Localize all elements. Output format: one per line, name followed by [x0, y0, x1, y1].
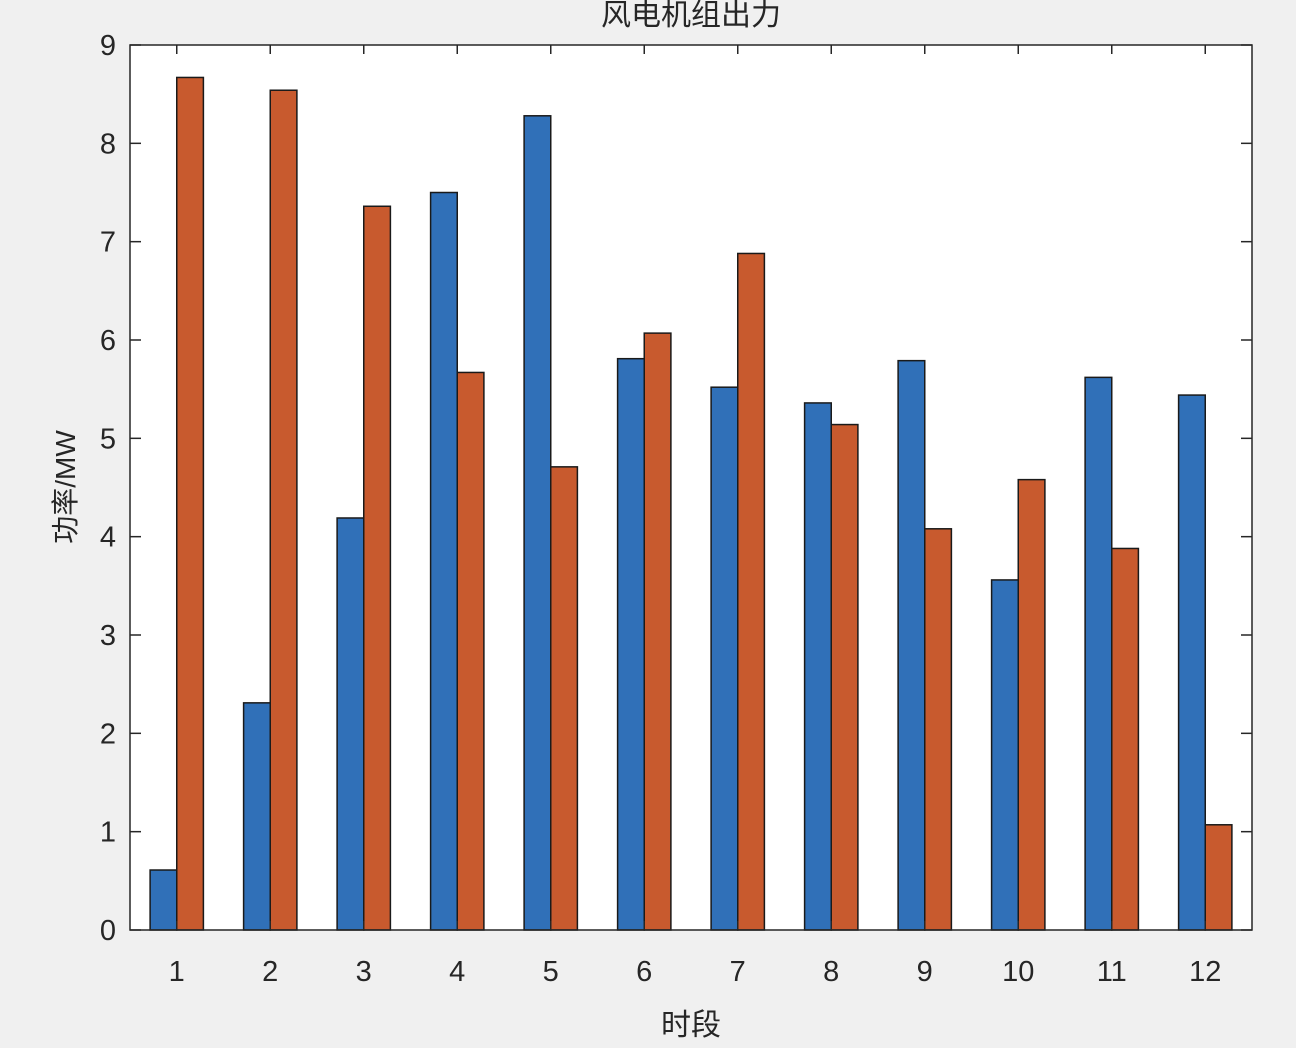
bars-group: [149, 76, 1233, 931]
y-tick-label: 2: [100, 718, 116, 750]
bar-series2-8: [830, 423, 859, 931]
bar-series2-2: [269, 89, 298, 931]
bar-series2-6: [643, 332, 672, 931]
bar-series1-12: [1177, 394, 1207, 931]
bar-series1-8: [803, 402, 832, 931]
y-tick-label: 9: [100, 30, 116, 62]
x-axis-label: 时段: [661, 1008, 721, 1043]
bar-series1-11: [1084, 376, 1113, 931]
bar-series2-4: [456, 371, 485, 931]
bar-series1-10: [990, 579, 1019, 931]
bar-series1-2: [242, 702, 271, 931]
x-tick-label: 2: [262, 956, 278, 988]
x-tick-label: 7: [730, 956, 746, 988]
bar-series2-3: [363, 205, 392, 931]
bar-series2-10: [1017, 478, 1046, 931]
x-tick-label: 8: [823, 956, 839, 988]
x-tick-label: 10: [1002, 956, 1034, 988]
y-tick-label: 0: [100, 915, 116, 947]
chart-title: 风电机组出力: [601, 0, 781, 33]
y-tick-label: 6: [100, 325, 116, 357]
bar-series1-1: [149, 869, 178, 931]
y-tick-label: 1: [100, 817, 116, 849]
bar-series2-11: [1111, 547, 1140, 931]
x-tick-label: 9: [917, 956, 933, 988]
bar-series1-6: [616, 357, 645, 931]
y-tick-label: 5: [100, 423, 116, 455]
x-tick-label: 3: [356, 956, 372, 988]
x-tick-label: 11: [1097, 956, 1127, 988]
bar-series1-5: [523, 115, 552, 931]
y-tick-label: 3: [100, 620, 116, 652]
figure-bottom-strip: [0, 1048, 1296, 1055]
bar-series2-1: [176, 76, 205, 931]
bar-series2-7: [737, 252, 766, 931]
axes-box: [129, 44, 1253, 931]
bar-series1-9: [897, 359, 926, 931]
x-tick-label: 1: [169, 956, 185, 988]
x-tick-label: 6: [636, 956, 652, 988]
y-tick-label: 8: [100, 128, 116, 160]
x-tick-label: 12: [1189, 956, 1221, 988]
plot-area: [130, 45, 1252, 930]
bar-series2-9: [924, 528, 953, 931]
bar-series1-7: [710, 386, 739, 931]
bar-series2-5: [550, 466, 579, 931]
y-tick-label: 4: [100, 522, 116, 554]
x-tick-label: 4: [449, 956, 465, 988]
y-tick-label: 7: [100, 227, 116, 259]
bar-series2-12: [1204, 824, 1233, 931]
bar-series1-4: [429, 191, 459, 931]
bar-series1-3: [336, 517, 365, 931]
x-tick-label: 5: [543, 956, 559, 988]
